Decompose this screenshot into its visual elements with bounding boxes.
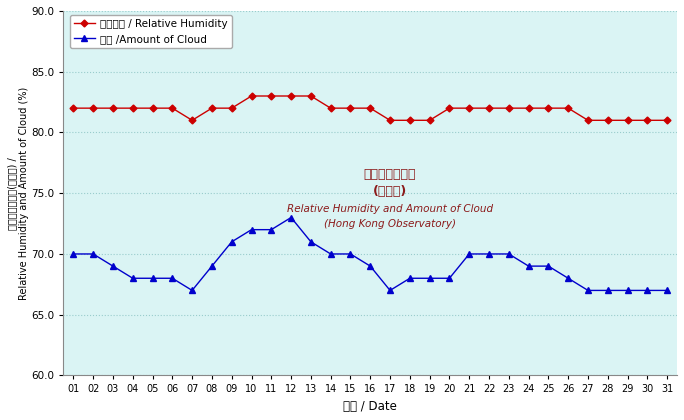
相對濕度 / Relative Humidity — [267, 94, 276, 99]
雲量 /Amount of Cloud — [366, 264, 374, 269]
雲量 /Amount of Cloud — [564, 276, 573, 281]
雲量 /Amount of Cloud — [109, 264, 117, 269]
雲量 /Amount of Cloud — [643, 288, 651, 293]
雲量 /Amount of Cloud — [168, 276, 176, 281]
相對濕度 / Relative Humidity — [564, 106, 573, 111]
Text: Relative Humidity and Amount of Cloud: Relative Humidity and Amount of Cloud — [287, 204, 493, 214]
雲量 /Amount of Cloud — [425, 276, 434, 281]
Text: 相對濕度及雲量: 相對濕度及雲量 — [364, 168, 417, 181]
相對濕度 / Relative Humidity — [386, 118, 394, 123]
雲量 /Amount of Cloud — [248, 227, 256, 232]
相對濕度 / Relative Humidity — [168, 106, 176, 111]
相對濕度 / Relative Humidity — [69, 106, 77, 111]
雲量 /Amount of Cloud — [307, 239, 315, 244]
相對濕度 / Relative Humidity — [109, 106, 117, 111]
雲量 /Amount of Cloud — [544, 264, 553, 269]
雲量 /Amount of Cloud — [287, 215, 295, 220]
雲量 /Amount of Cloud — [485, 252, 493, 257]
雲量 /Amount of Cloud — [406, 276, 414, 281]
相對濕度 / Relative Humidity — [643, 118, 651, 123]
雲量 /Amount of Cloud — [505, 252, 513, 257]
雲量 /Amount of Cloud — [69, 252, 77, 257]
雲量 /Amount of Cloud — [525, 264, 533, 269]
雲量 /Amount of Cloud — [188, 288, 196, 293]
雲量 /Amount of Cloud — [604, 288, 612, 293]
雲量 /Amount of Cloud — [663, 288, 671, 293]
Text: (天文台): (天文台) — [373, 186, 407, 199]
相對濕度 / Relative Humidity — [307, 94, 315, 99]
相對濕度 / Relative Humidity — [485, 106, 493, 111]
相對濕度 / Relative Humidity — [465, 106, 473, 111]
雲量 /Amount of Cloud — [228, 239, 236, 244]
相對濕度 / Relative Humidity — [248, 94, 256, 99]
雲量 /Amount of Cloud — [346, 252, 354, 257]
X-axis label: 日期 / Date: 日期 / Date — [343, 400, 397, 413]
相對濕度 / Relative Humidity — [525, 106, 533, 111]
雲量 /Amount of Cloud — [267, 227, 276, 232]
相對濕度 / Relative Humidity — [228, 106, 236, 111]
雲量 /Amount of Cloud — [326, 252, 334, 257]
相對濕度 / Relative Humidity — [346, 106, 354, 111]
Line: 雲量 /Amount of Cloud: 雲量 /Amount of Cloud — [70, 214, 670, 294]
相對濕度 / Relative Humidity — [425, 118, 434, 123]
相對濕度 / Relative Humidity — [287, 94, 295, 99]
Y-axis label: 相對濕度及雲量(百分比) /
Relative Humidity and Amount of Cloud (%): 相對濕度及雲量(百分比) / Relative Humidity and Amo… — [7, 87, 29, 300]
Text: (Hong Kong Observatory): (Hong Kong Observatory) — [324, 218, 456, 228]
相對濕度 / Relative Humidity — [544, 106, 553, 111]
雲量 /Amount of Cloud — [129, 276, 137, 281]
雲量 /Amount of Cloud — [624, 288, 632, 293]
相對濕度 / Relative Humidity — [406, 118, 414, 123]
相對濕度 / Relative Humidity — [188, 118, 196, 123]
相對濕度 / Relative Humidity — [505, 106, 513, 111]
相對濕度 / Relative Humidity — [624, 118, 632, 123]
相對濕度 / Relative Humidity — [148, 106, 157, 111]
相對濕度 / Relative Humidity — [89, 106, 97, 111]
雲量 /Amount of Cloud — [386, 288, 394, 293]
雲量 /Amount of Cloud — [148, 276, 157, 281]
雲量 /Amount of Cloud — [445, 276, 453, 281]
相對濕度 / Relative Humidity — [129, 106, 137, 111]
相對濕度 / Relative Humidity — [445, 106, 453, 111]
相對濕度 / Relative Humidity — [366, 106, 374, 111]
Line: 相對濕度 / Relative Humidity: 相對濕度 / Relative Humidity — [71, 94, 670, 123]
雲量 /Amount of Cloud — [89, 252, 97, 257]
相對濕度 / Relative Humidity — [326, 106, 334, 111]
相對濕度 / Relative Humidity — [663, 118, 671, 123]
Legend: 相對濕度 / Relative Humidity, 雲量 /Amount of Cloud: 相對濕度 / Relative Humidity, 雲量 /Amount of … — [70, 15, 232, 48]
雲量 /Amount of Cloud — [584, 288, 592, 293]
相對濕度 / Relative Humidity — [208, 106, 216, 111]
相對濕度 / Relative Humidity — [584, 118, 592, 123]
雲量 /Amount of Cloud — [465, 252, 473, 257]
雲量 /Amount of Cloud — [208, 264, 216, 269]
相對濕度 / Relative Humidity — [604, 118, 612, 123]
